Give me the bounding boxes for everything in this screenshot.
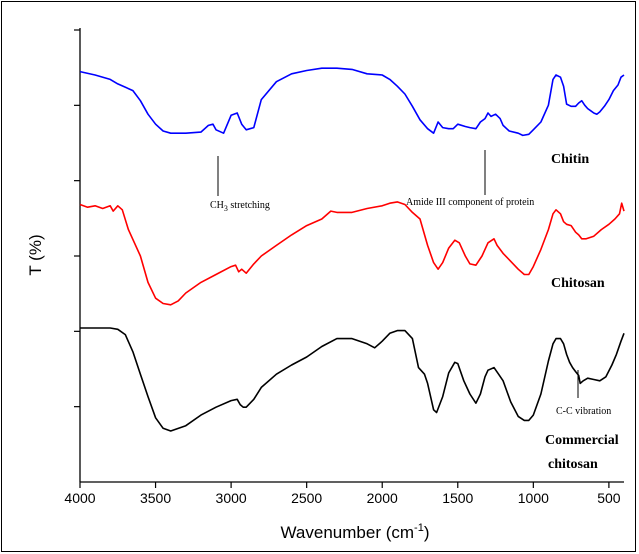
y-axis-title: T (%) xyxy=(26,234,45,275)
x-tick-label: 4000 xyxy=(64,490,95,506)
annotation-ch3-stretching: CH3 stretching xyxy=(210,200,270,213)
series-label-chitosan: Chitosan xyxy=(551,276,605,291)
x-ticks: 4000 3500 3000 2500 2000 1500 1000 500 xyxy=(64,482,621,506)
series-lines xyxy=(79,67,625,432)
series-label-commercial: Commercial xyxy=(545,433,619,448)
annotation-cc-vibration: C-C vibration xyxy=(556,406,611,417)
series-line-chitin xyxy=(79,67,625,137)
x-tick-label: 3500 xyxy=(140,490,171,506)
x-tick-label: 2000 xyxy=(367,490,398,506)
series-label-chitin: Chitin xyxy=(551,152,589,167)
series-label-chitosan-2: chitosan xyxy=(548,457,598,472)
y-ticks xyxy=(74,29,80,408)
x-tick-label: 1500 xyxy=(442,490,473,506)
x-tick-label: 3000 xyxy=(216,490,247,506)
annotation-amide-iii: Amide III component of protein xyxy=(406,197,534,208)
x-tick-label: 500 xyxy=(597,490,621,506)
x-tick-label: 2500 xyxy=(291,490,322,506)
x-tick-label: 1000 xyxy=(518,490,549,506)
series-line-commercial-chitosan xyxy=(80,327,625,432)
series-line-chitosan xyxy=(79,201,625,306)
x-axis-title: Wavenumber (cm-1) xyxy=(281,522,430,542)
